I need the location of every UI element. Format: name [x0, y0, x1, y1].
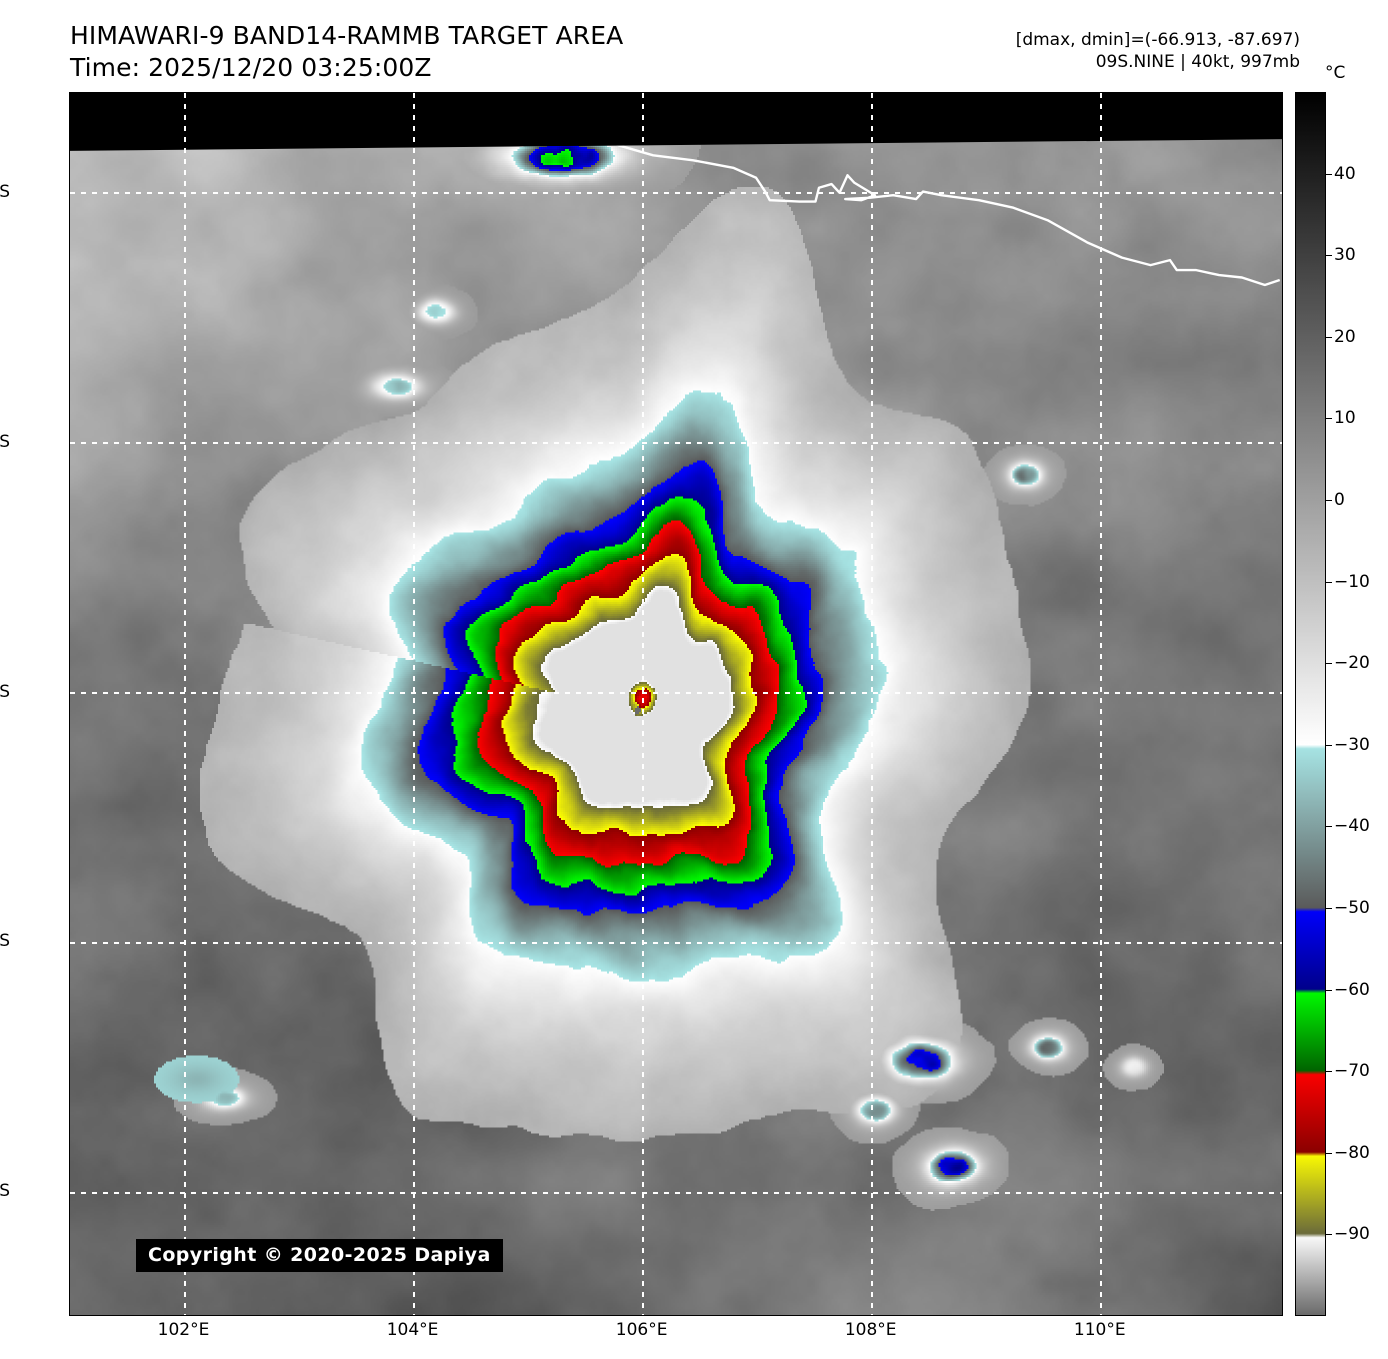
- colorbar-tick-minus50: −50: [1334, 898, 1370, 918]
- colorbar-tickmark: [1326, 1234, 1332, 1235]
- gridline-lat-12: [70, 692, 1282, 694]
- metadata-block: [dmax, dmin]=(-66.913, -87.697) 09S.NINE…: [1016, 30, 1300, 74]
- colorbar-tick-minus80: −80: [1334, 1142, 1370, 1163]
- colorbar-tick-minus90: −90: [1334, 1224, 1370, 1245]
- colorbar-tickmark: [1326, 582, 1332, 583]
- gridline-lat-8: [70, 192, 1282, 194]
- temperature-colorbar[interactable]: [1295, 92, 1326, 1316]
- gridline-lon-104: [413, 93, 415, 1315]
- x-axis-label-106: 106°E: [615, 1320, 668, 1340]
- colorbar-tick-0: 0: [1334, 490, 1345, 510]
- coastline-overlay: [585, 93, 1281, 287]
- colorbar-tickmark: [1326, 174, 1332, 175]
- colorbar-tickmark: [1326, 418, 1332, 419]
- colorbar-tick-minus70: −70: [1334, 1061, 1370, 1082]
- colorbar-tick-20: 20: [1334, 326, 1356, 347]
- x-axis-label-110: 110°E: [1073, 1320, 1126, 1340]
- colorbar-tick-30: 30: [1334, 245, 1356, 266]
- gridline-lon-106: [642, 93, 644, 1315]
- colorbar-tickmark: [1326, 1071, 1332, 1072]
- colorbar-tickmark: [1326, 826, 1332, 827]
- gridline-lon-110: [1100, 93, 1102, 1315]
- colorbar-tick-40: 40: [1334, 163, 1356, 184]
- storm-info-label: 09S.NINE | 40kt, 997mb: [1095, 51, 1300, 72]
- y-axis-label-14: 14°S: [0, 931, 10, 952]
- colorbar-tick-minus10: −10: [1334, 571, 1370, 592]
- gridline-lat-10: [70, 442, 1282, 444]
- imagery-layers: [70, 93, 1282, 1315]
- gridline-lat-16: [70, 1192, 1282, 1194]
- colorbar-tick-minus60: −60: [1334, 979, 1370, 1000]
- colorbar-tick-minus40: −40: [1334, 816, 1370, 837]
- colorbar-tickmark: [1326, 1153, 1332, 1154]
- y-axis-label-8: 8°S: [0, 181, 10, 202]
- x-axis-label-102: 102°E: [157, 1320, 210, 1340]
- y-axis-label-12: 12°S: [0, 681, 10, 702]
- satellite-image-plot[interactable]: Copyright © 2020-2025 Dapiya: [69, 92, 1283, 1316]
- colorbar-tickmark: [1326, 663, 1332, 664]
- y-axis-label-16: 16°S: [0, 1181, 10, 1202]
- colorbar-tick-10: 10: [1334, 408, 1356, 429]
- colorbar-tickmark: [1326, 990, 1332, 991]
- colorbar-tickmark: [1326, 255, 1332, 256]
- colorbar-tickmark: [1326, 745, 1332, 746]
- copyright-watermark: Copyright © 2020-2025 Dapiya: [136, 1239, 503, 1272]
- colorbar-tick-minus30: −30: [1334, 734, 1370, 755]
- title-block: HIMAWARI-9 BAND14-RAMMB TARGET AREA Time…: [70, 20, 623, 83]
- x-axis-label-104: 104°E: [386, 1320, 439, 1340]
- colorbar-tickmark: [1326, 908, 1332, 909]
- gridline-lat-14: [70, 942, 1282, 944]
- gridline-lon-102: [184, 93, 186, 1315]
- timestamp-label: Time: 2025/12/20 03:25:00Z: [70, 52, 432, 82]
- dmax-dmin-label: [dmax, dmin]=(-66.913, -87.697): [1015, 30, 1300, 50]
- coastline-path: [585, 93, 1281, 287]
- y-axis-label-10: 10°S: [0, 431, 10, 452]
- colorbar-gradient: [1296, 93, 1325, 1315]
- gridline-lon-108: [871, 93, 873, 1315]
- page-title: HIMAWARI-9 BAND14-RAMMB TARGET AREA: [70, 21, 624, 50]
- colorbar-tick-minus20: −20: [1334, 653, 1370, 674]
- colorbar-unit-label: °C: [1325, 63, 1346, 83]
- colorbar-tickmark: [1326, 337, 1332, 338]
- infrared-satellite-imagery: [70, 93, 1282, 1315]
- storm-symbol-icon: [70, 1315, 100, 1316]
- graticule-gridlines: [70, 93, 1282, 1315]
- x-axis-label-108: 108°E: [844, 1320, 897, 1340]
- colorbar-tickmark: [1326, 500, 1332, 501]
